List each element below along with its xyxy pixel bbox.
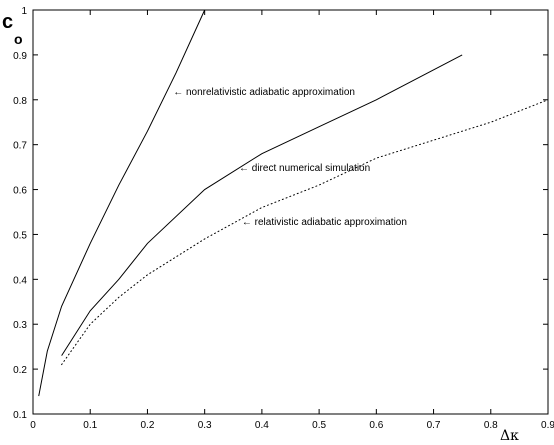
x-tick-label: 0.7 [427, 420, 441, 431]
series-line-3 [61, 99, 549, 366]
y-tick-label: 0.5 [13, 230, 27, 241]
y-tick-label: 0.4 [13, 275, 27, 286]
y-tick-label: 0.6 [13, 186, 27, 197]
annotations-group: ← nonrelativistic adiabatic approximatio… [173, 87, 407, 228]
x-tick-label: 0.5 [312, 420, 326, 431]
x-tick-label: 0.3 [198, 420, 212, 431]
y-tick-label: 0.2 [13, 365, 27, 376]
x-tick-label: 0 [30, 420, 36, 431]
annotation-label-2: ← direct numerical simulation [239, 163, 370, 174]
annotation-label-3: ← relativistic adiabatic approximation [242, 217, 407, 228]
y-tick-label: 0.7 [13, 141, 27, 152]
y-tick-label: 0.8 [13, 96, 27, 107]
y-tick-label: 0.3 [13, 320, 27, 331]
y-axis-label-subscript: o [14, 31, 23, 47]
series-group [38, 9, 549, 397]
y-tick-label: 0.1 [13, 410, 27, 421]
annotation-label-1: ← nonrelativistic adiabatic approximatio… [173, 87, 355, 98]
x-tick-label: 0.9 [541, 420, 554, 431]
x-tick-label: 0.8 [484, 420, 498, 431]
x-tick-label: 0.4 [255, 420, 269, 431]
y-axis-label: c [2, 11, 13, 33]
x-axis-label: Δκ [500, 428, 519, 444]
x-tick-label: 0.2 [140, 420, 154, 431]
y-tick-label: 1 [21, 6, 27, 17]
axis-ticks: 0 0.1 0.2 0.3 0.4 0.5 0.6 0.7 0.8 0.90.10.20.30.4… [13, 6, 554, 431]
y-tick-label: 0.9 [13, 51, 27, 62]
x-tick-label: 0.6 [369, 420, 383, 431]
plot-frame [32, 9, 549, 415]
x-tick-label: 0.1 [83, 420, 97, 431]
series-line-1 [38, 9, 206, 397]
series-line-2 [61, 54, 463, 356]
